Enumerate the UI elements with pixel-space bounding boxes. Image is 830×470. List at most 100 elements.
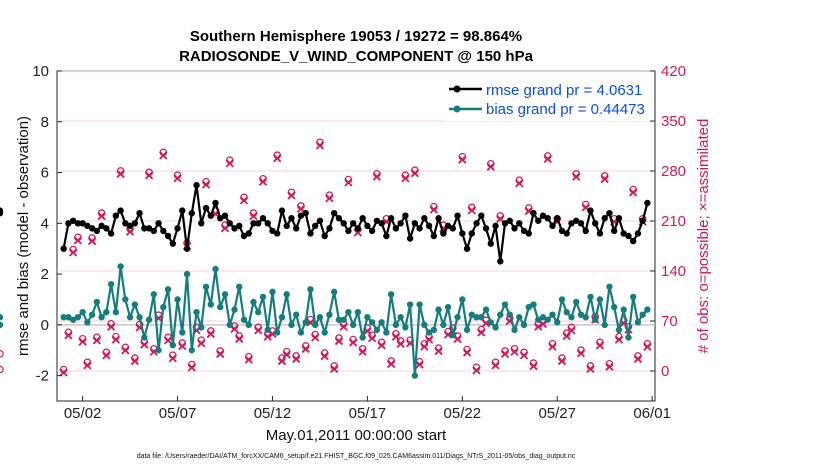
obs-count-point: [78, 334, 87, 346]
bias-point: [302, 319, 309, 326]
bias-point: [160, 303, 167, 311]
obs-assimilated-marker: [515, 179, 524, 188]
obs-count-point: [258, 174, 268, 186]
rmse-point: [573, 217, 580, 224]
bias-point: [69, 316, 77, 323]
y-tick-label: 10: [32, 63, 49, 80]
obs-assimilated-marker: [344, 178, 353, 187]
obs-count-point: [349, 335, 358, 347]
bias-point: [188, 347, 195, 354]
obs-assimilated-marker: [244, 355, 253, 364]
y2-tick-label: 140: [661, 263, 686, 280]
bias-point: [554, 319, 561, 326]
rmse-point: [307, 230, 314, 237]
rmse-point: [516, 220, 523, 227]
obs-assimilated-marker: [472, 366, 481, 375]
obs-assimilated-marker: [277, 356, 287, 366]
bias-point: [573, 298, 580, 306]
bias-point: [454, 314, 461, 321]
bias-point: [297, 329, 305, 336]
rmse-point: [582, 227, 589, 235]
obs-count-point: [144, 168, 154, 180]
obs-count-point: [216, 347, 225, 359]
obs-count-point: [614, 332, 624, 344]
bias-point: [606, 283, 613, 290]
rmse-line: [62, 184, 649, 263]
bias-point: [430, 326, 438, 334]
bias-point: [421, 321, 428, 329]
obs-assimilated-marker: [543, 154, 552, 164]
rmse-point: [354, 225, 362, 232]
rmse-point: [544, 215, 551, 222]
rmse-point: [207, 212, 214, 219]
y-tick-label: 0: [41, 317, 49, 334]
bias-point: [221, 291, 229, 298]
obs-assimilated-marker: [106, 322, 116, 331]
bias-point: [535, 316, 542, 323]
obs-count-point: [292, 352, 301, 364]
obs-assimilated-marker: [201, 180, 211, 189]
y-tick-label: 2: [41, 266, 49, 283]
rmse-point: [511, 225, 518, 232]
obs-assimilated-marker: [500, 349, 510, 359]
bias-point: [255, 308, 262, 316]
obs-count-point: [273, 151, 282, 163]
rmse-point: [335, 215, 343, 222]
obs-assimilated-marker: [239, 196, 249, 205]
obs-assimilated-marker: [401, 174, 410, 183]
bias-point: [587, 293, 594, 301]
bias-point: [473, 314, 480, 321]
obs-assimilated-marker: [73, 236, 83, 245]
obs-possible-marker: [0, 365, 4, 374]
bias-point: [217, 303, 224, 311]
bias-point: [98, 314, 105, 321]
rmse-point: [549, 222, 556, 230]
bias-point: [74, 314, 82, 321]
obs-count-point: [515, 176, 524, 188]
obs-count-point: [458, 152, 467, 164]
bias-point: [459, 296, 466, 303]
obs-assimilated-marker: [140, 340, 149, 349]
bias-point: [639, 311, 646, 318]
rmse-point: [183, 245, 191, 252]
obs-count-point: [462, 345, 472, 357]
rmse-point: [449, 225, 457, 232]
rmse-point: [558, 227, 566, 235]
bias-point: [107, 281, 115, 288]
obs-assimilated-marker: [173, 174, 182, 183]
rmse-point: [421, 215, 428, 222]
obs-count-point: [249, 209, 258, 221]
rmse-point: [255, 220, 262, 227]
bias-point: [349, 321, 357, 329]
obs-assimilated-marker: [534, 322, 543, 331]
obs-count-point: [239, 193, 249, 205]
y2-tick-label: 0: [661, 363, 669, 380]
obs-assimilated-marker: [486, 162, 495, 171]
obs-count-point: [510, 344, 519, 356]
bias-point: [478, 314, 485, 321]
rmse-series: [0, 182, 651, 265]
bias-point: [164, 286, 172, 293]
rmse-point: [440, 230, 447, 237]
bias-point: [544, 316, 551, 323]
rmse-point: [506, 217, 513, 224]
bias-point: [440, 321, 447, 329]
bias-point: [368, 319, 376, 326]
obs-assimilated-marker: [368, 334, 377, 343]
bias-point: [236, 283, 243, 290]
rmse-point: [316, 217, 324, 224]
obs-count-point: [296, 202, 306, 214]
obs-count-point: [633, 352, 643, 364]
obs-count-point: [159, 148, 168, 160]
x-tick-label: 05/07: [159, 405, 197, 422]
obs-count-point: [0, 365, 4, 374]
bias-point: [145, 316, 153, 323]
obs-possible-marker: [0, 349, 4, 358]
obs-count-point: [491, 358, 500, 370]
obs-count-point: [116, 167, 125, 179]
obs-assimilated-marker: [235, 334, 244, 344]
obs-assimilated-marker: [97, 211, 106, 221]
obs-count-point: [401, 171, 410, 183]
y2-tick-label: 70: [661, 313, 678, 330]
bias-point: [425, 329, 433, 336]
